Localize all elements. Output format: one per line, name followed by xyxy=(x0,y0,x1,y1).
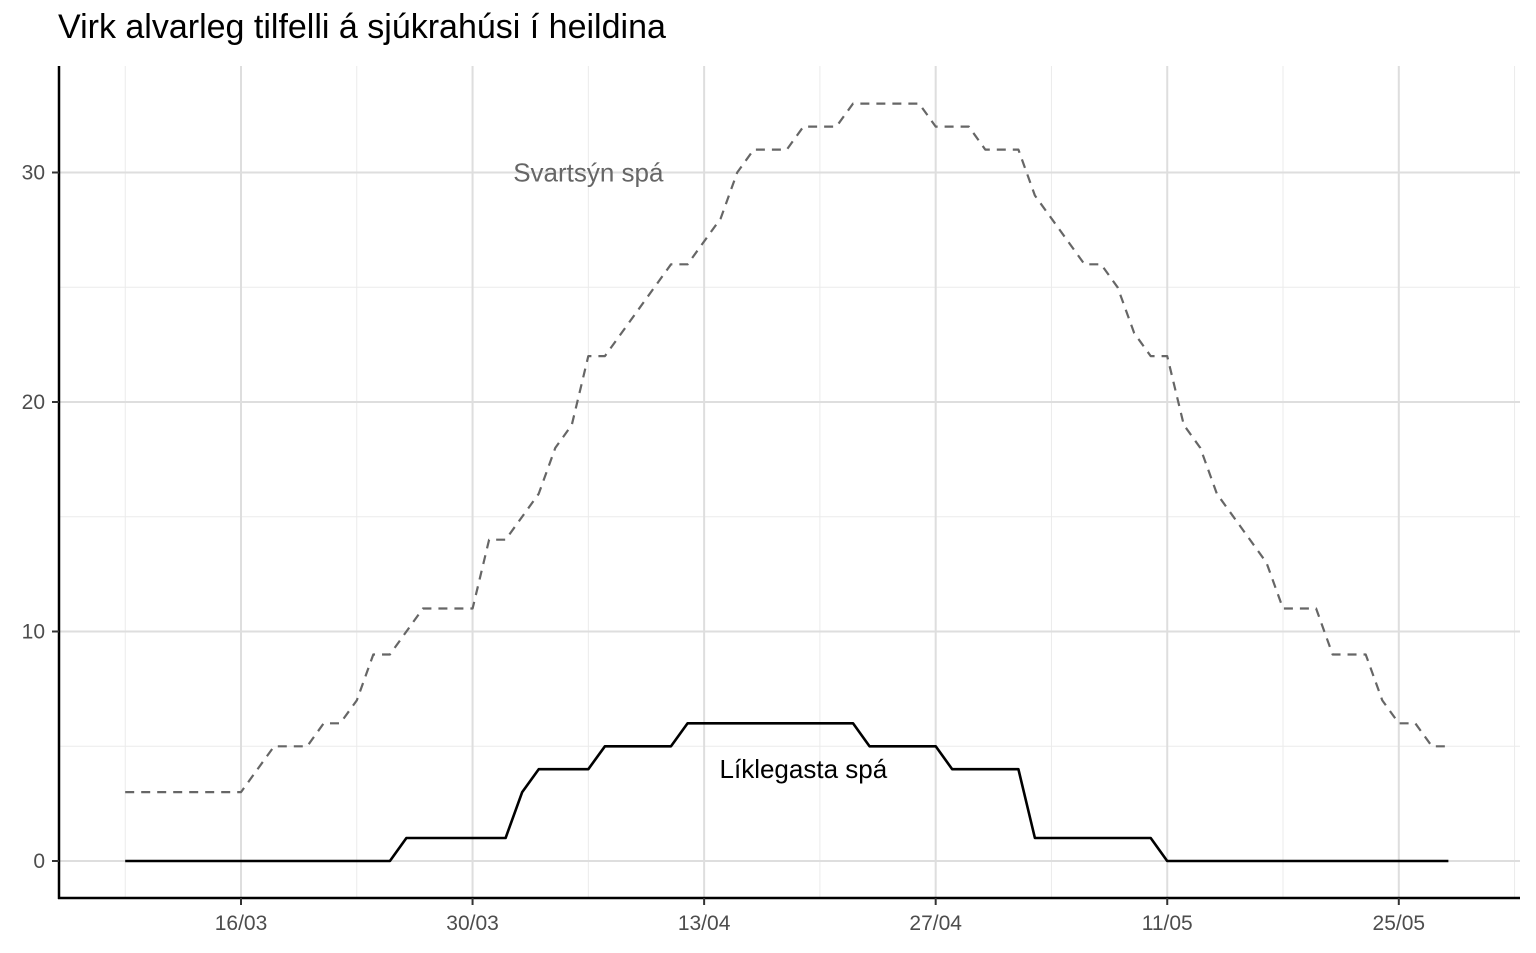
annotation-svartsyn: Svartsýn spá xyxy=(513,158,664,188)
x-tick-label: 11/05 xyxy=(1142,912,1193,935)
y-tick-label: 0 xyxy=(33,850,45,873)
x-tick-label: 30/03 xyxy=(446,912,499,935)
series-line-svartsyn xyxy=(125,102,1449,794)
chart-title: Virk alvarleg tilfelli á sjúkrahúsi í he… xyxy=(58,8,666,46)
x-tick-label: 16/03 xyxy=(215,912,268,935)
y-tick-label: 10 xyxy=(22,621,45,644)
x-tick-label: 25/05 xyxy=(1373,912,1426,935)
x-tick-label: 13/04 xyxy=(678,912,731,935)
y-tick-label: 20 xyxy=(22,391,45,414)
annotation-liklegasta: Líklegasta spá xyxy=(720,754,888,784)
x-tick-label: 27/04 xyxy=(909,912,962,935)
series-line-liklegasta xyxy=(125,721,1449,863)
y-tick-label: 30 xyxy=(22,162,45,185)
